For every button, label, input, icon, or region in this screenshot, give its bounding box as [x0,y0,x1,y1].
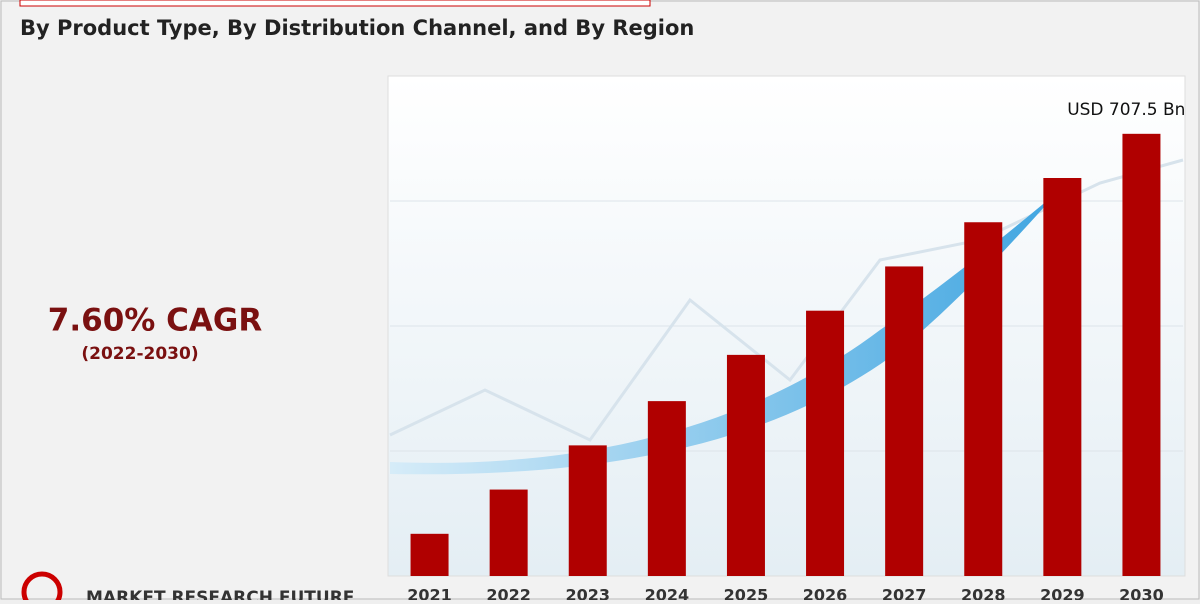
x-tick-label: 2026 [803,586,848,601]
x-tick-label: 2030 [1119,586,1164,601]
x-tick-label: 2028 [961,586,1006,601]
bar [647,401,686,576]
x-tick-label: 2024 [645,586,690,601]
x-tick-label: 2021 [407,586,452,601]
bar [885,266,924,576]
subtitle: By Product Type, By Distribution Channel… [20,16,694,40]
brand: MARKET RESEARCH FUTURE [86,588,354,600]
title-box [19,0,651,7]
value-label: USD 707.5 Bn [1067,100,1185,120]
bar [1043,178,1082,576]
x-tick-label: 2025 [724,586,769,601]
bar [1122,133,1161,576]
bar [568,445,607,576]
cagr: 7.60% CAGR [48,303,263,339]
bar [964,222,1003,576]
cagr-period: (2022-2030) [81,344,198,364]
x-tick-label: 2022 [486,586,531,601]
bar [806,310,845,576]
logo-icon [21,571,63,604]
bar [489,489,528,576]
x-tick-label: 2023 [565,586,610,601]
x-tick-label: 2029 [1040,586,1085,601]
x-tick-label: 2027 [882,586,927,601]
bar [410,533,449,576]
bar [726,354,765,576]
